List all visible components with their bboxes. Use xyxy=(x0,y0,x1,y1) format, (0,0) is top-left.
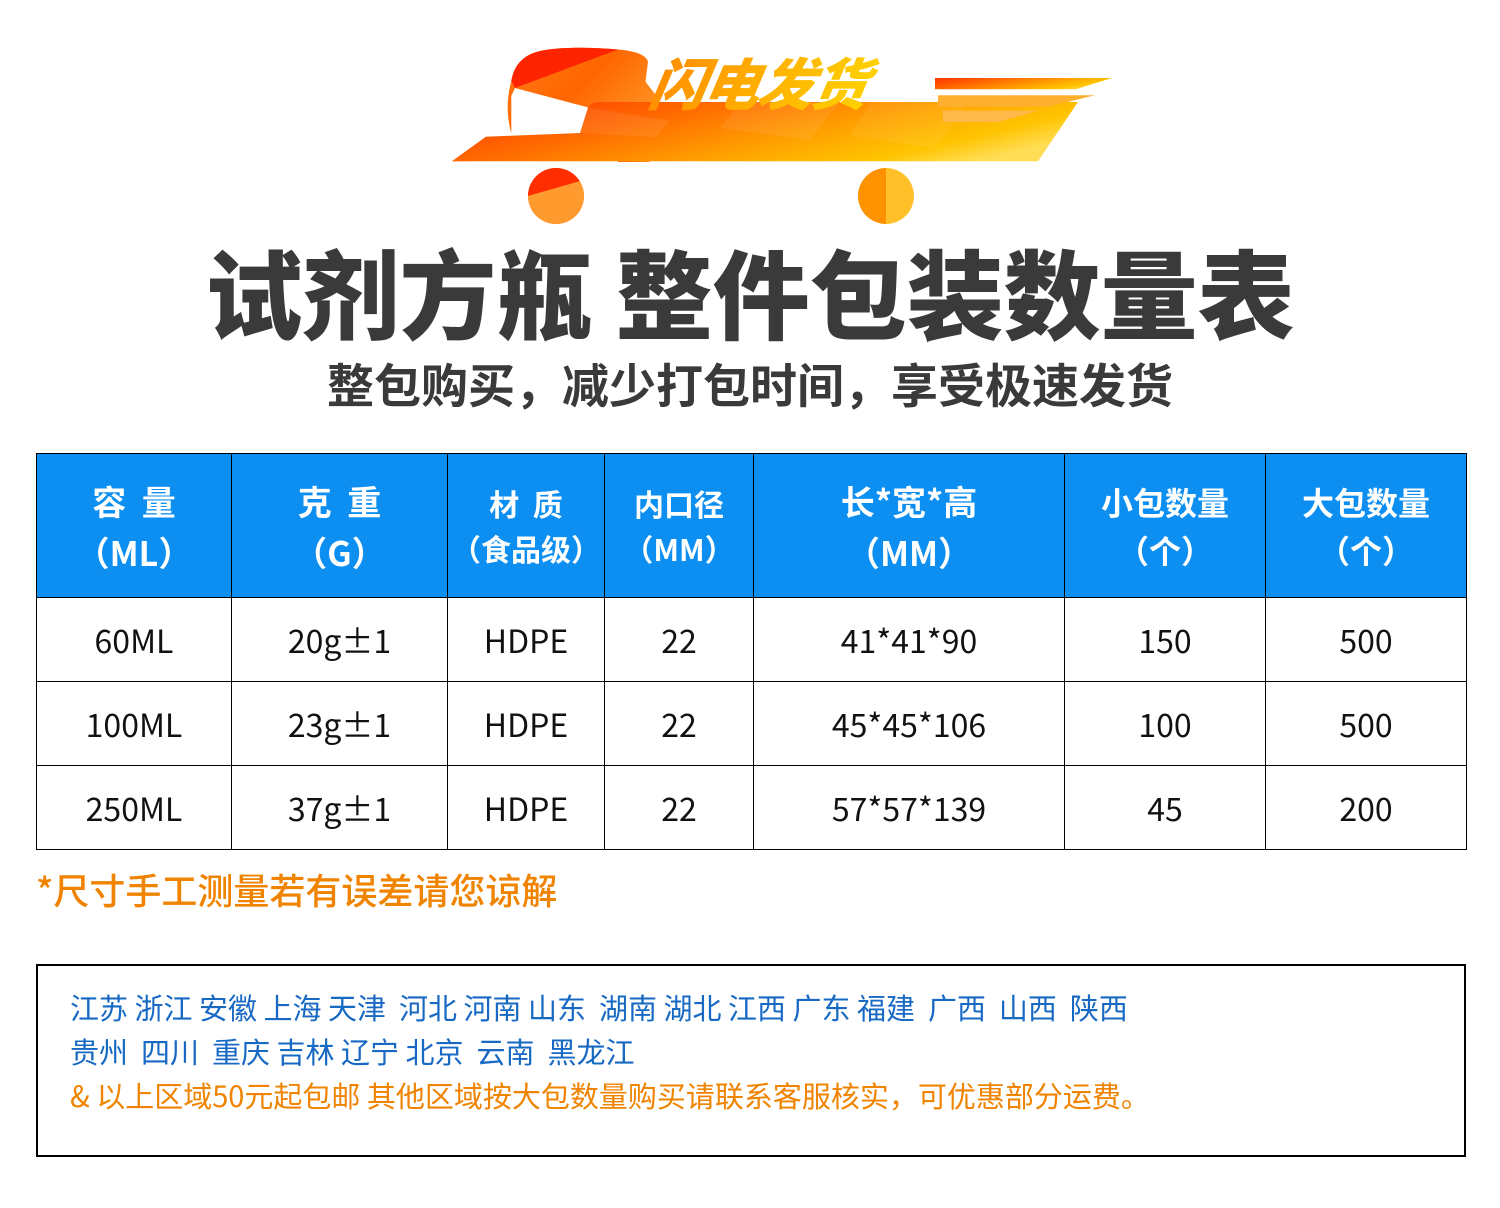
svg-text:闪电发货: 闪电发货 xyxy=(644,41,884,121)
